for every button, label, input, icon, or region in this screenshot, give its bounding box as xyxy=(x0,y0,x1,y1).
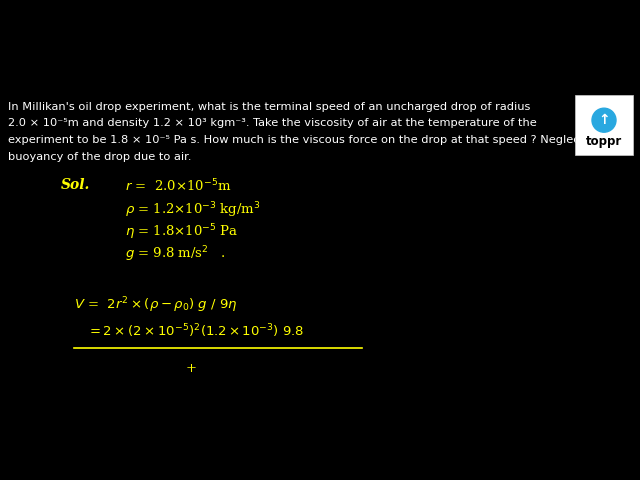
Text: $V$ =  $2r^2\times(\rho-\rho_0)\ g\ /\ 9\eta$: $V$ = $2r^2\times(\rho-\rho_0)\ g\ /\ 9\… xyxy=(74,295,237,314)
Text: In Millikan's oil drop experiment, what is the terminal speed of an uncharged dr: In Millikan's oil drop experiment, what … xyxy=(8,102,531,112)
Text: ↑: ↑ xyxy=(598,113,610,127)
Text: $\rho$ = 1.2$\times$10$^{-3}$ kg/m$^3$: $\rho$ = 1.2$\times$10$^{-3}$ kg/m$^3$ xyxy=(125,200,260,220)
Text: $r$ =  2.0$\times$10$^{-5}$m: $r$ = 2.0$\times$10$^{-5}$m xyxy=(125,178,232,194)
Text: toppr: toppr xyxy=(586,135,622,148)
Text: $\eta$ = 1.8$\times$10$^{-5}$ Pa: $\eta$ = 1.8$\times$10$^{-5}$ Pa xyxy=(125,222,238,241)
Circle shape xyxy=(592,108,616,132)
FancyBboxPatch shape xyxy=(575,95,633,155)
Text: $= 2\times(2\times10^{-5})^2(1.2\times10^{-3})\ 9.8$: $= 2\times(2\times10^{-5})^2(1.2\times10… xyxy=(74,322,303,340)
Text: 2.0 × 10⁻⁵m and density 1.2 × 10³ kgm⁻³. Take the viscosity of air at the temper: 2.0 × 10⁻⁵m and density 1.2 × 10³ kgm⁻³.… xyxy=(8,119,537,129)
Text: +: + xyxy=(186,362,196,375)
Text: $g$ = 9.8 m/s$^2$   .: $g$ = 9.8 m/s$^2$ . xyxy=(125,244,225,264)
Text: Sol.: Sol. xyxy=(61,178,90,192)
Text: experiment to be 1.8 × 10⁻⁵ Pa s. How much is the viscous force on the drop at t: experiment to be 1.8 × 10⁻⁵ Pa s. How mu… xyxy=(8,135,584,145)
Text: buoyancy of the drop due to air.: buoyancy of the drop due to air. xyxy=(8,152,191,161)
